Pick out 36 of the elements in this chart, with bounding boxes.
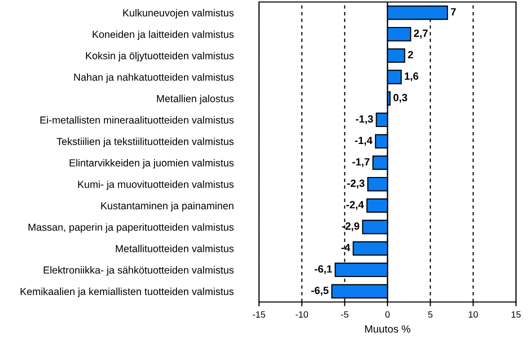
data-label: -6,1	[314, 265, 332, 274]
data-label: -4	[341, 244, 350, 252]
data-label: -1,4	[354, 136, 372, 146]
y-tick-label: Elintarvikkeiden ja juomien valmistus	[70, 159, 234, 168]
data-label: 1,6	[404, 72, 418, 82]
x-tick-label: 0	[385, 311, 390, 318]
y-tick-label: Ei-metallisten mineraalituotteiden valmistus	[40, 116, 234, 124]
data-label: -2,9	[342, 222, 360, 232]
x-tick-label: -15	[252, 311, 266, 318]
data-label: 7	[450, 8, 456, 16]
y-tick-label: Metallituotteiden valmistus	[116, 244, 234, 252]
data-label: -1,7	[352, 158, 370, 168]
x-tick-label: 5	[428, 311, 432, 318]
x-tick-label: -5	[341, 311, 348, 318]
x-tick-label: 15	[512, 311, 521, 318]
y-tick-label: Nahan ja nahkatuotteiden valmistus	[74, 73, 234, 83]
y-tick-label: Kustantaminen ja painaminen	[101, 202, 234, 212]
data-label: 0,3	[393, 94, 408, 103]
data-label: 2,7	[414, 30, 428, 38]
x-axis-title: Muutos %	[365, 325, 410, 333]
data-label: 2	[408, 50, 414, 58]
y-tick-label: Koksin ja öljytuotteiden valmistus	[86, 52, 234, 62]
y-tick-label: Koneiden ja laitteiden valmistus	[92, 30, 234, 40]
data-label: -2,4	[346, 200, 364, 210]
y-tick-label: Kulkuneuvojen valmistus	[123, 9, 234, 18]
y-tick-label: Metallien jalostus	[157, 94, 234, 104]
y-tick-label: Elektroniikka- ja sähkötuotteiden valmistus	[44, 266, 234, 276]
x-tick-label: 10	[468, 311, 478, 318]
data-label: -2,3	[347, 180, 364, 188]
y-tick-label: Kumi- ja muovituotteiden valmistus	[78, 180, 234, 190]
y-tick-label: Massan, paperin ja paperituotteiden valmistus	[28, 223, 234, 233]
data-label: -1,3	[356, 115, 373, 124]
y-tick-label: Kemikaalien ja kemiallisten tuotteiden valmistus	[20, 288, 234, 298]
data-label: -6,5	[311, 286, 329, 296]
y-tick-label: Tekstiilien ja tekstiilituotteiden valmistus	[56, 138, 234, 148]
x-tick-label: -10	[296, 311, 308, 318]
